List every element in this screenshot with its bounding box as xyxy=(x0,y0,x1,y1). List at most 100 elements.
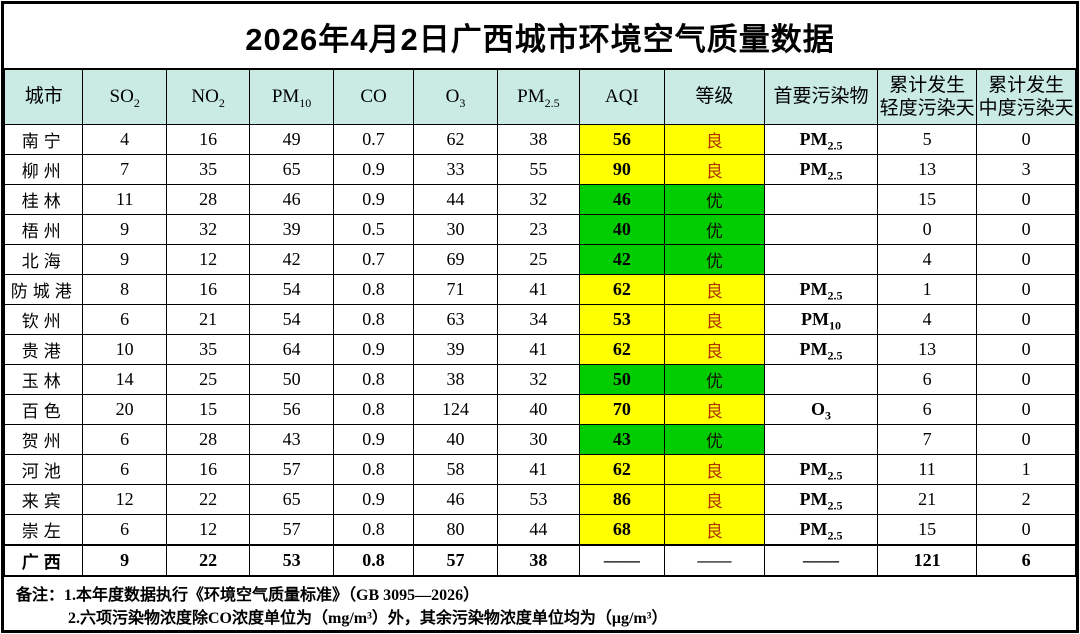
no2-cell: 12 xyxy=(165,244,251,275)
grade-cell: 良 xyxy=(663,274,766,305)
grade-cell: 优 xyxy=(663,184,766,215)
light-days-cell: 13 xyxy=(876,154,978,185)
city-cell: 钦州 xyxy=(3,304,84,335)
air-quality-table: 城市 SO2 NO2 PM10 CO O3 PM2.5 AQI 等级 首要污染物… xyxy=(3,68,1076,577)
co-cell: 0.7 xyxy=(332,124,415,155)
co-cell: 0.8 xyxy=(332,454,415,485)
table-row: 北海 9 12 42 0.7 69 25 42 优 4 0 xyxy=(3,244,1076,275)
co-cell: 0.8 xyxy=(332,304,415,335)
mid-days-cell: 0 xyxy=(976,304,1076,335)
primary-pollutant-cell xyxy=(764,244,878,275)
co-cell: 0.9 xyxy=(332,424,415,455)
page-title: 2026年4月2日广西城市环境空气质量数据 xyxy=(245,21,835,57)
table-row: 来宾 12 22 65 0.9 46 53 86 良 PM2.5 21 2 xyxy=(3,484,1076,515)
grade-cell: 优 xyxy=(663,214,766,245)
table-row: 桂林 11 28 46 0.9 44 32 46 优 15 0 xyxy=(3,184,1076,215)
city-cell: 梧州 xyxy=(3,214,84,245)
co-cell: 0.5 xyxy=(332,214,415,245)
no2-cell: 12 xyxy=(165,514,251,546)
pm10-cell: 64 xyxy=(249,334,334,365)
o3-cell: 44 xyxy=(413,184,498,215)
no2-cell: 25 xyxy=(165,364,251,395)
grade-cell: 良 xyxy=(663,124,766,155)
light-days-cell: 0 xyxy=(876,214,978,245)
pm25-cell: 25 xyxy=(496,244,581,275)
pm10-cell: 54 xyxy=(249,304,334,335)
table-row: 玉林 14 25 50 0.8 38 32 50 优 6 0 xyxy=(3,364,1076,395)
note-label: 备注： xyxy=(16,587,65,604)
aqi-cell: —— xyxy=(579,544,665,577)
grade-cell: 良 xyxy=(663,394,766,425)
mid-days-cell: 1 xyxy=(976,454,1076,485)
mid-days-cell: 0 xyxy=(976,394,1076,425)
so2-cell: 9 xyxy=(82,244,167,275)
so2-cell: 7 xyxy=(82,154,167,185)
col-header-co: CO xyxy=(332,68,415,125)
aqi-cell: 62 xyxy=(579,334,665,365)
so2-cell: 6 xyxy=(82,424,167,455)
no2-cell: 35 xyxy=(165,334,251,365)
light-days-cell: 13 xyxy=(876,334,978,365)
pm25-cell: 38 xyxy=(496,544,581,577)
note-line-2: 2.六项污染物浓度除CO浓度单位为（mg/m³）外，其余污染物浓度单位均为（μg… xyxy=(68,610,668,628)
col-header-pm10: PM10 xyxy=(249,68,334,125)
co-cell: 0.8 xyxy=(332,364,415,395)
co-cell: 0.8 xyxy=(332,514,415,546)
table-row: 崇左 6 12 57 0.8 80 44 68 良 PM2.5 15 0 xyxy=(3,514,1076,546)
so2-cell: 14 xyxy=(82,364,167,395)
aqi-cell: 50 xyxy=(579,364,665,395)
col-header-moderate-pollution-days: 累计发生 中度污染天 xyxy=(976,68,1076,125)
city-cell: 北海 xyxy=(3,244,84,275)
co-cell: 0.8 xyxy=(332,274,415,305)
o3-cell: 62 xyxy=(413,124,498,155)
no2-cell: 21 xyxy=(165,304,251,335)
table-row: 贺州 6 28 43 0.9 40 30 43 优 7 0 xyxy=(3,424,1076,455)
light-days-cell: 15 xyxy=(876,514,978,546)
col-header-aqi: AQI xyxy=(579,68,665,125)
light-days-cell: 11 xyxy=(876,454,978,485)
mid-days-cell: 6 xyxy=(976,544,1076,577)
primary-pollutant-cell: PM10 xyxy=(764,304,878,335)
mid-days-cell: 0 xyxy=(976,214,1076,245)
col-header-o3: O3 xyxy=(413,68,498,125)
city-cell: 贵港 xyxy=(3,334,84,365)
table-row: 河池 6 16 57 0.8 58 41 62 良 PM2.5 11 1 xyxy=(3,454,1076,485)
primary-pollutant-cell xyxy=(764,364,878,395)
co-cell: 0.9 xyxy=(332,184,415,215)
pm25-cell: 55 xyxy=(496,154,581,185)
footnotes: 备注：1.本年度数据执行《环境空气质量标准》（GB 3095—2026） 2.六… xyxy=(4,577,1076,630)
so2-cell: 6 xyxy=(82,514,167,546)
col-header-grade: 等级 xyxy=(663,68,766,125)
pm25-cell: 34 xyxy=(496,304,581,335)
grade-cell: 良 xyxy=(663,154,766,185)
o3-cell: 39 xyxy=(413,334,498,365)
mid-days-cell: 0 xyxy=(976,274,1076,305)
table-row: 南宁 4 16 49 0.7 62 38 56 良 PM2.5 5 0 xyxy=(3,124,1076,155)
light-days-cell: 15 xyxy=(876,184,978,215)
light-days-cell: 5 xyxy=(876,124,978,155)
city-cell: 桂林 xyxy=(3,184,84,215)
pm25-cell: 41 xyxy=(496,454,581,485)
mid-days-cell: 0 xyxy=(976,334,1076,365)
primary-pollutant-cell xyxy=(764,184,878,215)
o3-cell: 71 xyxy=(413,274,498,305)
o3-cell: 46 xyxy=(413,484,498,515)
col-header-no2: NO2 xyxy=(165,68,251,125)
no2-cell: 16 xyxy=(165,454,251,485)
o3-cell: 69 xyxy=(413,244,498,275)
so2-cell: 12 xyxy=(82,484,167,515)
aqi-cell: 86 xyxy=(579,484,665,515)
pm10-cell: 53 xyxy=(249,544,334,577)
grade-cell: —— xyxy=(663,544,766,577)
light-days-cell: 4 xyxy=(876,244,978,275)
table-row: 广西 9 22 53 0.8 57 38 —— —— —— 121 6 xyxy=(3,544,1076,577)
city-cell: 河池 xyxy=(3,454,84,485)
grade-cell: 良 xyxy=(663,334,766,365)
note-line-1: 备注：1.本年度数据执行《环境空气质量标准》（GB 3095—2026） xyxy=(16,584,1066,607)
no2-cell: 22 xyxy=(165,544,251,577)
primary-pollutant-cell xyxy=(764,214,878,245)
aqi-cell: 43 xyxy=(579,424,665,455)
primary-pollutant-cell: PM2.5 xyxy=(764,154,878,185)
table-row: 贵港 10 35 64 0.9 39 41 62 良 PM2.5 13 0 xyxy=(3,334,1076,365)
